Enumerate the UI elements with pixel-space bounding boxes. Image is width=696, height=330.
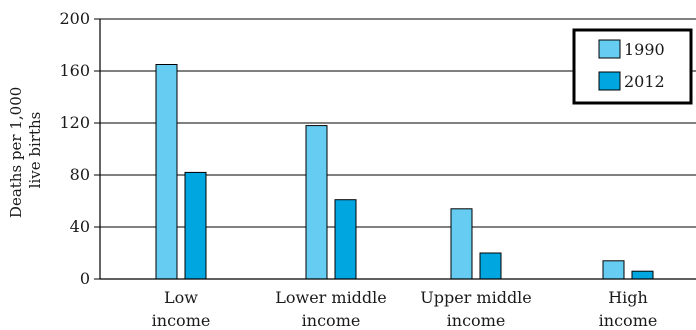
y-tick-label: 200: [59, 9, 90, 28]
x-category-label: Upper middle income: [420, 288, 532, 330]
y-tick-labels: 0 40 80 120 160 200: [59, 9, 90, 288]
x-category-label-line: income: [152, 311, 211, 330]
bar-2012-3: [631, 270, 654, 280]
legend-label-2012: 2012: [624, 72, 665, 91]
bar-2012-0: [184, 171, 207, 280]
x-category-label-line: income: [302, 311, 361, 330]
legend-label-1990: 1990: [624, 40, 665, 59]
x-category-label-line: Upper middle: [420, 288, 532, 307]
x-category-label-line: income: [447, 311, 506, 330]
x-category-label: High income: [599, 288, 658, 330]
legend-box: [572, 28, 693, 105]
legend-swatch-1990: [598, 39, 621, 59]
legend: 1990 2012: [572, 28, 693, 105]
bar-2012-1: [334, 199, 357, 280]
x-category-label: Low income: [152, 288, 211, 330]
bar-1990-2: [450, 208, 473, 280]
x-category-label-line: Lower middle: [275, 288, 387, 307]
y-axis-label: Deaths per 1,000 live births: [7, 82, 44, 218]
x-category-label-line: Low: [164, 288, 198, 307]
y-axis-label-line-1: Deaths per 1,000: [7, 87, 25, 218]
bar-1990-1: [305, 125, 328, 280]
y-tick-label: 0: [80, 269, 90, 288]
legend-swatch-2012: [598, 71, 621, 91]
bar-1990-3: [602, 260, 625, 280]
y-tick-label: 160: [59, 61, 90, 80]
bar-1990-0: [155, 64, 178, 280]
x-category-label-line: income: [599, 311, 658, 330]
bar-2012-2: [479, 252, 502, 280]
x-category-labels: Low income Lower middle income Upper middle i…: [152, 288, 658, 330]
x-category-label-line: High: [608, 288, 648, 307]
axes: [99, 19, 696, 280]
y-tick-label: 80: [70, 165, 90, 184]
y-tick-label: 120: [59, 113, 90, 132]
y-axis-label-line-2: live births: [26, 112, 44, 189]
y-tick-label: 40: [70, 217, 90, 236]
x-category-label: Lower middle income: [275, 288, 387, 330]
